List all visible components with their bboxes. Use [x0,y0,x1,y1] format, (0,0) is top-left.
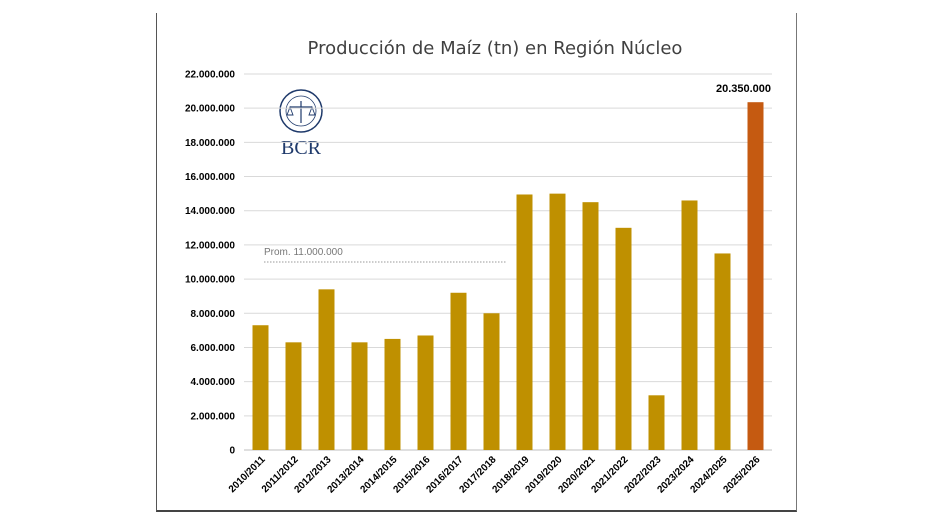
chart-title: Producción de Maíz (tn) en Región Núcleo [308,38,683,59]
bar-chart: Producción de Maíz (tn) en Región Núcleo… [185,38,772,496]
bar-2024-2025 [714,253,731,450]
y-tick-label: 20.000.000 [185,104,235,115]
logo-text: BCR [281,137,322,159]
bar-2012-2013 [318,289,335,450]
y-tick-label: 16.000.000 [185,172,235,183]
y-tick-label: 12.000.000 [185,240,235,251]
y-tick-label: 0 [229,446,235,457]
bar-2022-2023 [648,395,665,450]
y-tick-label: 4.000.000 [191,377,236,388]
y-tick-label: 8.000.000 [191,309,236,320]
bar-2018-2019 [516,194,533,450]
bcr-logo: BCR [279,89,323,159]
y-tick-label: 10.000.000 [185,275,235,286]
bar-2015-2016 [417,335,434,450]
y-tick-label: 22.000.000 [185,70,235,81]
y-tick-label: 2.000.000 [191,411,236,422]
data-label: 20.350.000 [716,83,771,95]
bar-2023-2024 [681,200,698,450]
average-label: Prom. 11.000.000 [264,247,343,258]
bar-2017-2018 [483,313,500,450]
y-tick-label: 14.000.000 [185,206,235,217]
y-tick-label: 6.000.000 [191,343,236,354]
bar-2013-2014 [351,342,368,450]
bar-2011-2012 [285,342,302,450]
bar-2021-2022 [615,227,632,450]
bar-2020-2021 [582,202,599,450]
bar-2010-2011 [252,325,269,450]
chart-panel: Producción de Maíz (tn) en Región Núcleo… [156,13,797,512]
bar-2019-2020 [549,193,566,451]
bar-2016-2017 [450,292,467,450]
y-tick-label: 18.000.000 [185,138,235,149]
bar-2025-2026 [747,102,764,450]
bar-2014-2015 [384,338,401,450]
